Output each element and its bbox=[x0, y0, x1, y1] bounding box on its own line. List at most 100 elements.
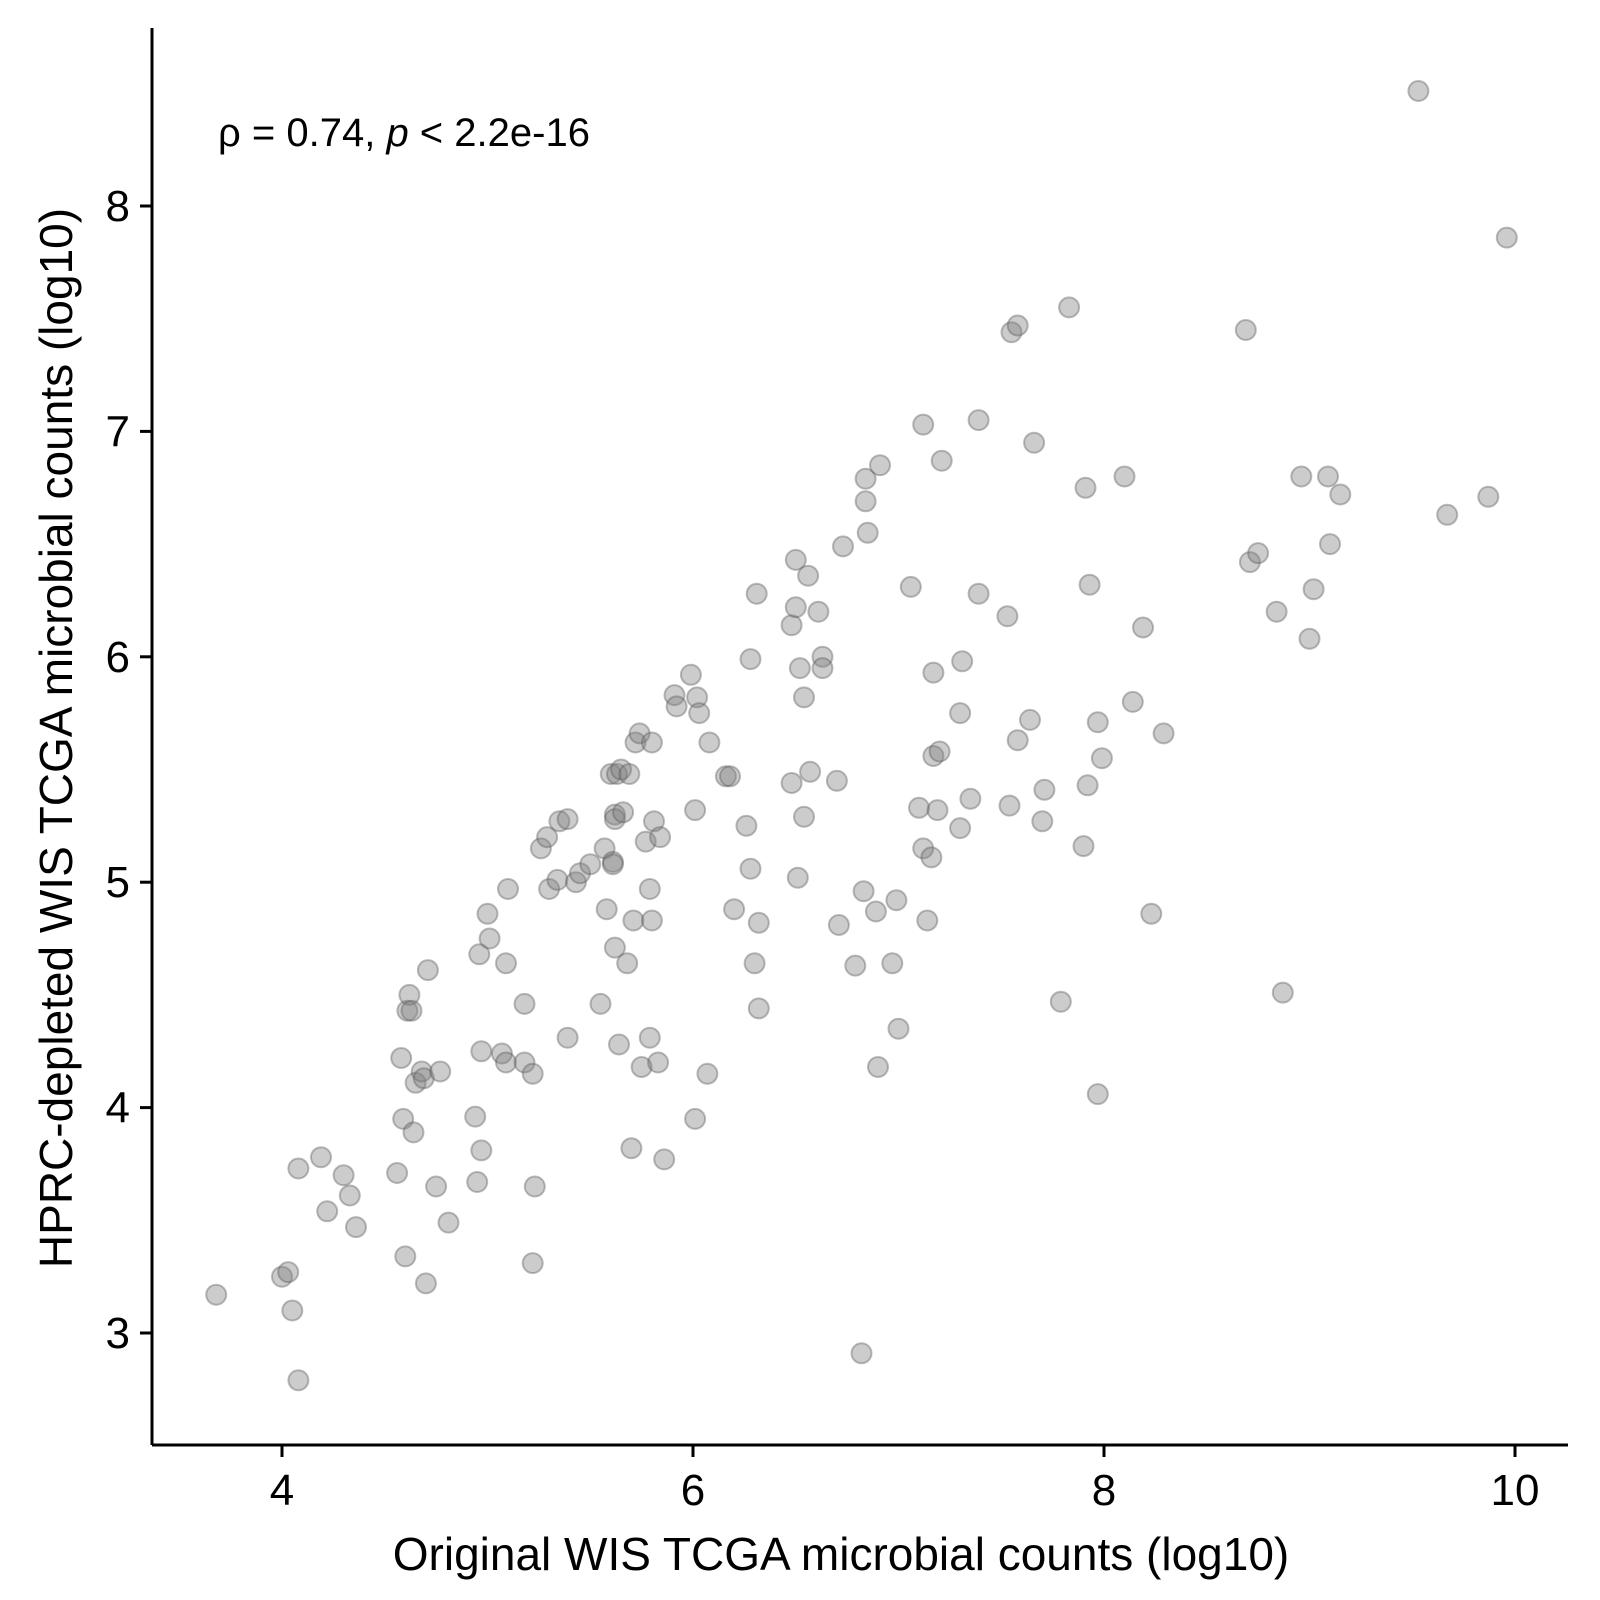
data-point bbox=[869, 454, 891, 477]
data-point bbox=[464, 1105, 487, 1128]
data-point bbox=[490, 1042, 513, 1065]
data-point bbox=[620, 1137, 643, 1160]
data-point bbox=[1086, 711, 1109, 734]
data-point bbox=[425, 1175, 448, 1198]
data-point bbox=[797, 564, 820, 587]
data-point bbox=[497, 878, 519, 900]
data-point bbox=[850, 1342, 873, 1365]
data-point bbox=[1019, 708, 1041, 731]
data-point bbox=[1140, 902, 1163, 925]
y-axis-title: HPRC-depleted WIS TCGA microbial counts … bbox=[30, 208, 82, 1268]
data-point bbox=[1006, 314, 1029, 337]
data-point bbox=[601, 853, 624, 876]
data-point bbox=[529, 837, 552, 860]
data-point bbox=[723, 898, 746, 921]
rho-symbol: ρ bbox=[218, 111, 241, 155]
data-point bbox=[1329, 483, 1352, 506]
x-tick-label: 4 bbox=[270, 1466, 294, 1515]
data-point bbox=[612, 801, 635, 824]
data-point bbox=[1058, 296, 1081, 319]
data-point bbox=[1238, 551, 1261, 574]
data-point bbox=[885, 889, 908, 912]
data-point bbox=[1074, 476, 1097, 499]
data-point bbox=[922, 661, 945, 684]
data-point bbox=[618, 763, 641, 785]
data-point bbox=[466, 1171, 489, 1193]
data-point bbox=[1265, 600, 1288, 623]
x-tick-label: 10 bbox=[1491, 1466, 1540, 1515]
data-point bbox=[698, 731, 721, 754]
data-point bbox=[579, 853, 602, 876]
data-point bbox=[856, 521, 879, 544]
data-point bbox=[1113, 465, 1136, 488]
data-point bbox=[827, 914, 850, 936]
y-tick-label: 7 bbox=[106, 407, 130, 456]
data-point bbox=[1132, 616, 1154, 639]
data-point bbox=[922, 745, 945, 767]
data-point bbox=[638, 878, 661, 900]
data-point bbox=[640, 909, 663, 932]
data-point bbox=[394, 1245, 417, 1268]
data-point bbox=[398, 983, 421, 1006]
x-axis-title: Original WIS TCGA microbial counts (log1… bbox=[393, 1528, 1289, 1580]
data-point bbox=[400, 999, 423, 1022]
data-point bbox=[624, 731, 647, 754]
data-point bbox=[287, 1369, 310, 1392]
data-point bbox=[1006, 729, 1029, 752]
data-point bbox=[793, 686, 815, 709]
data-point bbox=[1477, 485, 1500, 508]
data-point bbox=[864, 900, 887, 923]
data-point bbox=[495, 1051, 517, 1074]
data-point bbox=[601, 850, 624, 873]
data-point bbox=[513, 992, 536, 1015]
data-point bbox=[386, 1162, 409, 1184]
data-point bbox=[739, 648, 762, 671]
data-point bbox=[495, 952, 517, 975]
data-point bbox=[521, 1062, 544, 1085]
data-point bbox=[513, 1051, 536, 1074]
data-point bbox=[926, 799, 949, 822]
data-point bbox=[616, 952, 639, 975]
data-point bbox=[1247, 542, 1270, 565]
data-point bbox=[470, 1040, 493, 1063]
data-point bbox=[414, 1272, 437, 1295]
data-point bbox=[920, 846, 943, 869]
data-point bbox=[622, 909, 645, 932]
data-point bbox=[949, 817, 972, 840]
data-point bbox=[663, 684, 686, 707]
data-point bbox=[793, 805, 815, 828]
data-point bbox=[928, 740, 951, 763]
data-point bbox=[1049, 990, 1072, 1013]
data-point bbox=[811, 657, 834, 680]
data-point bbox=[908, 796, 930, 819]
data-point bbox=[1000, 321, 1023, 344]
data-point bbox=[959, 787, 982, 810]
data-point bbox=[825, 769, 848, 792]
data-point bbox=[647, 1051, 670, 1074]
data-point bbox=[1234, 319, 1257, 341]
data-point bbox=[470, 1139, 493, 1162]
data-point bbox=[967, 409, 990, 432]
data-point bbox=[844, 954, 867, 977]
data-point bbox=[1298, 627, 1321, 650]
data-point bbox=[951, 650, 974, 673]
data-point bbox=[996, 605, 1019, 628]
data-point bbox=[429, 1060, 452, 1083]
data-point bbox=[745, 582, 768, 605]
x-axis-ticks: 4 6 8 10 bbox=[270, 1445, 1540, 1515]
data-point bbox=[603, 808, 626, 831]
data-point bbox=[538, 878, 561, 900]
data-point bbox=[788, 657, 811, 680]
data-point bbox=[1086, 1083, 1109, 1106]
data-point bbox=[556, 1026, 579, 1049]
data-point bbox=[412, 1067, 435, 1090]
data-point bbox=[593, 837, 616, 860]
data-point bbox=[271, 1265, 293, 1288]
data-points bbox=[205, 80, 1518, 1392]
data-point bbox=[1078, 573, 1101, 596]
y-axis-ticks: 3 4 5 6 7 8 bbox=[106, 182, 152, 1358]
data-point bbox=[854, 490, 877, 513]
data-point bbox=[784, 596, 807, 619]
data-point bbox=[396, 999, 419, 1022]
